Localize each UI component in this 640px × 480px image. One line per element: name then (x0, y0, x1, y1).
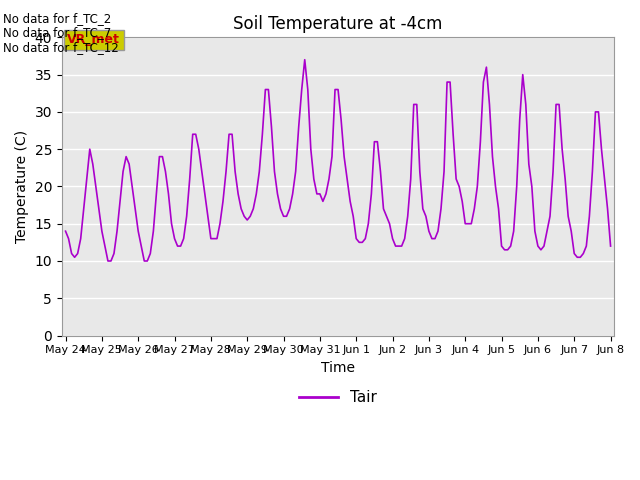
X-axis label: Time: Time (321, 361, 355, 375)
Legend: Tair: Tair (293, 384, 383, 411)
Y-axis label: Temperature (C): Temperature (C) (15, 130, 29, 243)
Title: Soil Temperature at -4cm: Soil Temperature at -4cm (234, 15, 443, 33)
Text: No data for f_TC_7: No data for f_TC_7 (3, 26, 111, 39)
Text: VR_met: VR_met (67, 33, 120, 46)
Text: No data for f_TC_12: No data for f_TC_12 (3, 41, 119, 54)
Text: No data for f_TC_2: No data for f_TC_2 (3, 12, 111, 25)
